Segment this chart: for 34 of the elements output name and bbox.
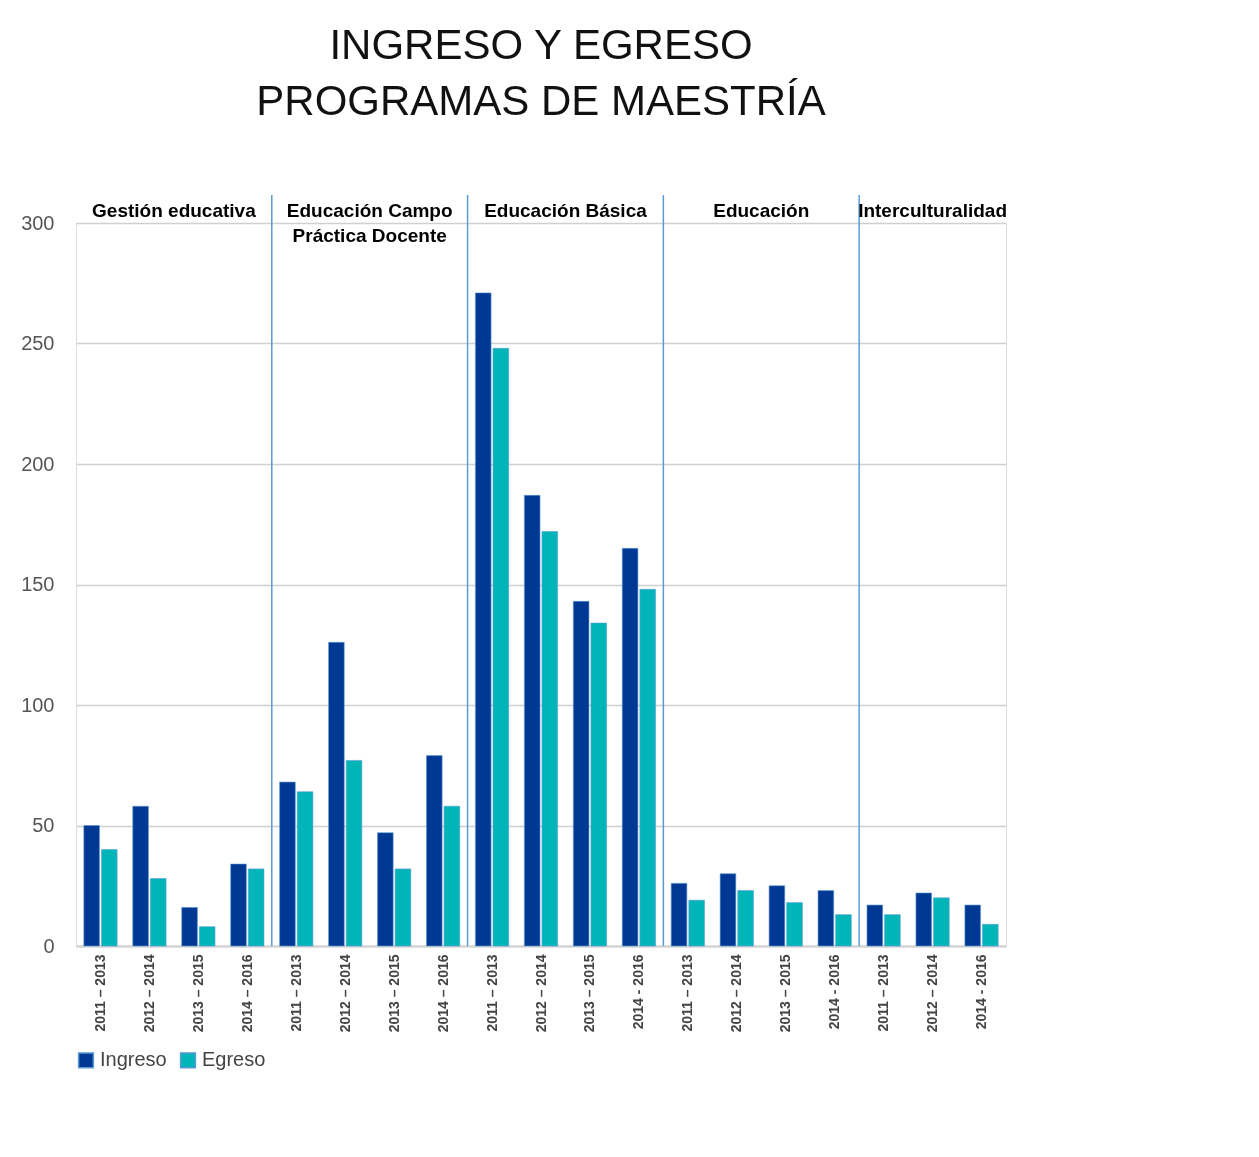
- x-tick-label: 2014 – 2016: [238, 954, 255, 1033]
- x-tick-label: 2011 – 2013: [483, 954, 500, 1032]
- x-tick-label: 2012 – 2014: [728, 954, 745, 1033]
- x-tick-label: 2013 – 2015: [581, 954, 598, 1033]
- x-tick-label: 2013 – 2015: [777, 954, 794, 1033]
- annotation: Educación Campo Práctica Docente: [286, 200, 453, 246]
- legend-label: Egreso: [202, 1048, 266, 1071]
- x-tick-label: 2012 – 2014: [532, 954, 549, 1033]
- x-tick-label: 2014 - 2016: [826, 954, 843, 1030]
- x-tick-label: 2014 - 2016: [630, 954, 647, 1030]
- x-tick-label: 2011 – 2013: [287, 954, 304, 1032]
- x-tick-label: 2011 – 2013: [875, 954, 892, 1032]
- x-tick-label: 2014 - 2016: [973, 954, 990, 1030]
- text: INGRESO Y EGRESO: [329, 21, 753, 69]
- y-tick-label: 0: [43, 934, 55, 957]
- x-tick-label: 2013 – 2015: [189, 954, 206, 1033]
- x-tick-label: 2012 – 2014: [140, 954, 157, 1033]
- y-tick-label: 150: [21, 573, 55, 595]
- y-tick-label: 300: [21, 211, 55, 234]
- x-tick-label: 2013 – 2015: [385, 954, 402, 1033]
- x-tick-label: 2011 – 2013: [91, 954, 108, 1032]
- text: Educación Básica: [484, 200, 648, 221]
- y-tick-label: 100: [21, 693, 55, 716]
- x-tick-label: 2014 – 2016: [434, 954, 451, 1033]
- y-tick-label: 200: [21, 452, 55, 475]
- x-tick-label: 2012 – 2014: [924, 954, 941, 1033]
- y-tick-label: 250: [21, 332, 55, 354]
- text: Educación: [713, 200, 810, 221]
- x-tick-label: 2011 – 2013: [679, 954, 696, 1032]
- text: Gestión educativa: [92, 200, 257, 221]
- y-tick-label: 50: [32, 814, 55, 836]
- legend-label: Ingreso: [100, 1048, 167, 1071]
- text: PROGRAMAS DE MAESTRÍA: [256, 77, 826, 125]
- x-tick-label: 2012 – 2014: [336, 954, 353, 1033]
